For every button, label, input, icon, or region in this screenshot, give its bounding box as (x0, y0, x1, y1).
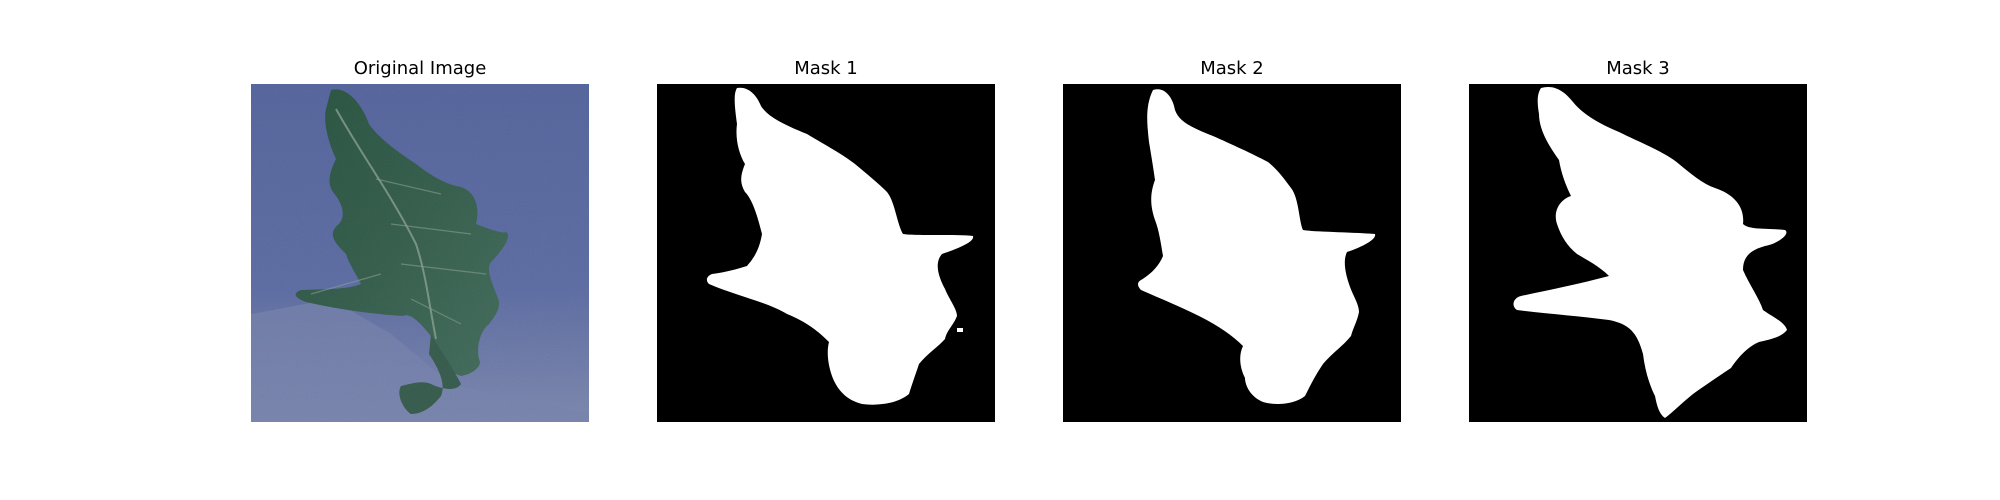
mask-2-panel (1063, 84, 1401, 422)
photo-noise (251, 84, 589, 422)
mask-3-image (1469, 84, 1807, 422)
mask-1-panel (657, 84, 995, 422)
panel-title-original-image: Original Image (353, 58, 487, 79)
mask-2-region (1138, 89, 1376, 404)
mask-2-small-blob (1329, 298, 1337, 301)
panel-title-mask-3: Mask 3 (1606, 58, 1670, 79)
mask-1-region (706, 87, 974, 405)
mask-1-small-blob (957, 328, 963, 332)
mask-2-image (1063, 84, 1401, 422)
original-image-panel (251, 84, 589, 422)
original-image (251, 84, 589, 422)
mask-3-region (1513, 86, 1787, 418)
mask-1-image (657, 84, 995, 422)
panel-title-mask-2: Mask 2 (1200, 58, 1264, 79)
panel-title-mask-1: Mask 1 (794, 58, 858, 79)
mask-3-panel (1469, 84, 1807, 422)
